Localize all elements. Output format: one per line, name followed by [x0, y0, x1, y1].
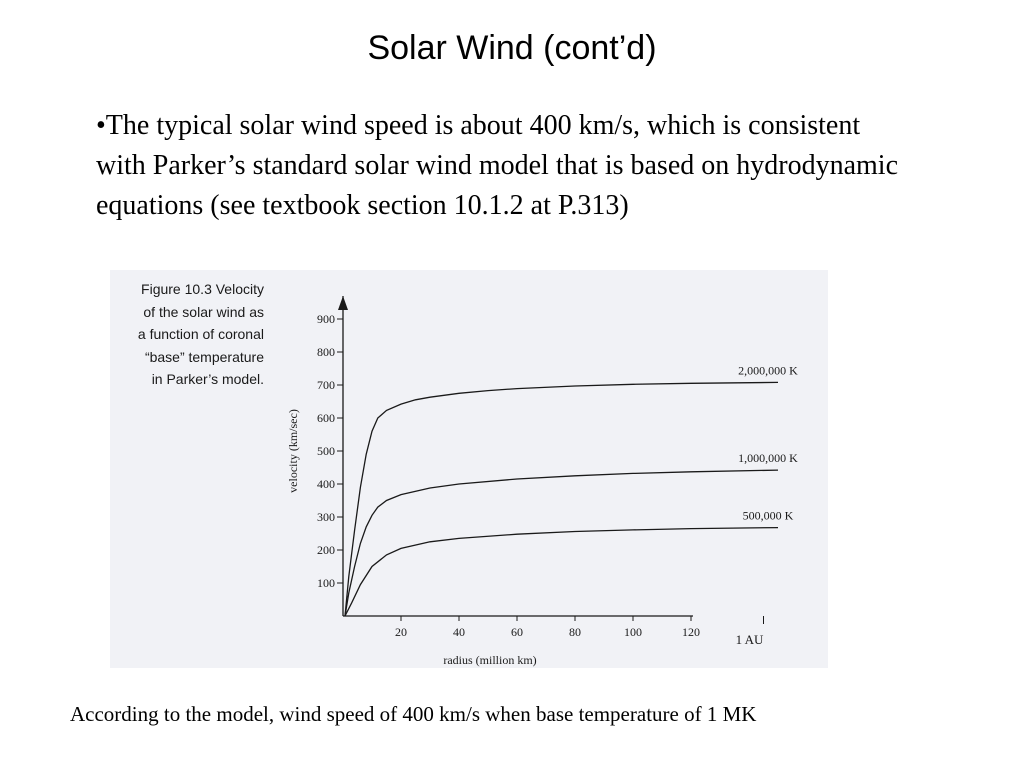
figure-panel: Figure 10.3 Velocity of the solar wind a…	[110, 270, 828, 668]
y-axis-arrowhead	[338, 296, 348, 310]
footer-text: According to the model, wind speed of 40…	[70, 702, 757, 726]
figure-caption: Figure 10.3 Velocity of the solar wind a…	[110, 278, 264, 391]
caption-line: “base” temperature	[144, 348, 264, 365]
caption-line: in Parker’s model.	[151, 371, 264, 387]
y-tick-label: 600	[317, 411, 335, 425]
y-tick-label: 300	[317, 510, 335, 524]
y-tick-label: 200	[317, 543, 335, 557]
series-label: 2,000,000 K	[738, 363, 798, 377]
caption-line: a function of coronal	[137, 326, 264, 342]
series-line	[344, 526, 779, 617]
x-tick-label: 80	[569, 625, 581, 639]
y-axis-title: velocity (km/sec)	[286, 409, 300, 493]
series-line	[344, 469, 779, 617]
y-tick-label: 500	[317, 444, 335, 458]
bullet-text: •The typical solar wind speed is about 4…	[96, 110, 898, 221]
x-tick-label: 20	[395, 625, 407, 639]
au-label: 1 AU	[736, 632, 764, 647]
y-tick-label: 400	[317, 477, 335, 491]
x-tick-label: 60	[511, 625, 523, 639]
series-label: 500,000 K	[743, 509, 794, 523]
caption-line: of the solar wind as	[143, 303, 264, 320]
y-tick-label: 700	[317, 378, 335, 392]
velocity-chart: 100 200 300 400 500 600 700 800 900 20 40 60 80 100 12…	[286, 296, 798, 667]
y-tick-label: 800	[317, 345, 335, 359]
x-axis-title: radius (million km)	[443, 653, 536, 667]
x-tick-label: 100	[624, 625, 642, 639]
x-tick-label: 40	[453, 625, 465, 639]
series-label: 1,000,000 K	[738, 451, 798, 465]
y-tick-label: 100	[317, 576, 335, 590]
y-tick-label: 900	[317, 312, 335, 326]
caption-line: Figure 10.3 Velocity	[141, 281, 264, 297]
x-tick-label: 120	[682, 625, 700, 639]
slide-title: Solar Wind (cont’d)	[367, 29, 657, 67]
series-line	[344, 381, 779, 617]
